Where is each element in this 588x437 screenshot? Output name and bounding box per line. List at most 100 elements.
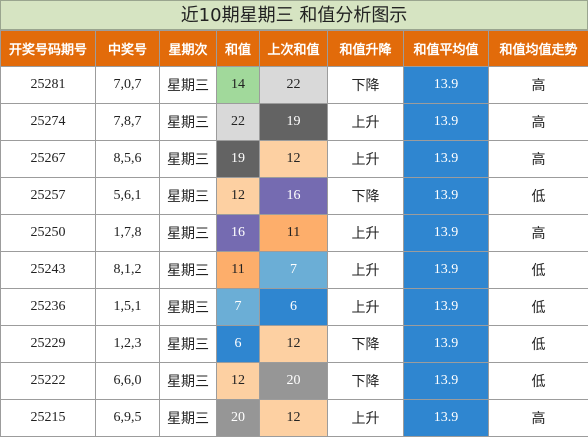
cell-winning-number: 8,5,6 xyxy=(96,141,160,178)
cell-previous-sum: 7 xyxy=(260,252,328,289)
cell-average-trend: 低 xyxy=(489,326,588,363)
cell-average-trend: 低 xyxy=(489,178,588,215)
cell-weekday: 星期三 xyxy=(160,326,217,363)
cell-sum-average: 13.9 xyxy=(404,141,489,178)
cell-sum-direction: 下降 xyxy=(328,363,404,400)
cell-winning-number: 7,0,7 xyxy=(96,67,160,104)
cell-draw-number: 25229 xyxy=(1,326,96,363)
cell-draw-number: 25243 xyxy=(1,252,96,289)
cell-weekday: 星期三 xyxy=(160,252,217,289)
header-weekday: 星期次 xyxy=(160,31,217,67)
cell-winning-number: 7,8,7 xyxy=(96,104,160,141)
cell-previous-sum: 12 xyxy=(260,326,328,363)
cell-sum: 7 xyxy=(217,289,260,326)
cell-average-trend: 高 xyxy=(489,67,588,104)
cell-average-trend: 低 xyxy=(489,363,588,400)
cell-sum-average: 13.9 xyxy=(404,252,489,289)
cell-sum: 16 xyxy=(217,215,260,252)
header-sum-direction: 和值升降 xyxy=(328,31,404,67)
cell-sum: 20 xyxy=(217,400,260,437)
header-row: 开奖号码期号 中奖号 星期次 和值 上次和值 和值升降 和值平均值 和值均值走势 xyxy=(1,31,588,67)
header-average-trend: 和值均值走势 xyxy=(489,31,588,67)
cell-winning-number: 1,2,3 xyxy=(96,326,160,363)
cell-winning-number: 1,5,1 xyxy=(96,289,160,326)
cell-draw-number: 25281 xyxy=(1,67,96,104)
cell-sum-direction: 上升 xyxy=(328,252,404,289)
cell-draw-number: 25215 xyxy=(1,400,96,437)
cell-sum-average: 13.9 xyxy=(404,400,489,437)
cell-sum: 6 xyxy=(217,326,260,363)
cell-sum: 12 xyxy=(217,178,260,215)
cell-winning-number: 1,7,8 xyxy=(96,215,160,252)
cell-average-trend: 低 xyxy=(489,289,588,326)
cell-sum: 19 xyxy=(217,141,260,178)
cell-sum-average: 13.9 xyxy=(404,215,489,252)
cell-sum-direction: 下降 xyxy=(328,326,404,363)
cell-weekday: 星期三 xyxy=(160,400,217,437)
cell-weekday: 星期三 xyxy=(160,178,217,215)
cell-previous-sum: 6 xyxy=(260,289,328,326)
cell-previous-sum: 16 xyxy=(260,178,328,215)
cell-sum-direction: 下降 xyxy=(328,67,404,104)
cell-weekday: 星期三 xyxy=(160,215,217,252)
cell-weekday: 星期三 xyxy=(160,67,217,104)
cell-average-trend: 高 xyxy=(489,141,588,178)
cell-previous-sum: 19 xyxy=(260,104,328,141)
cell-draw-number: 25267 xyxy=(1,141,96,178)
cell-weekday: 星期三 xyxy=(160,363,217,400)
cell-sum-average: 13.9 xyxy=(404,67,489,104)
cell-sum-average: 13.9 xyxy=(404,289,489,326)
header-sum: 和值 xyxy=(217,31,260,67)
header-winning-number: 中奖号 xyxy=(96,31,160,67)
cell-sum-average: 13.9 xyxy=(404,104,489,141)
cell-previous-sum: 22 xyxy=(260,67,328,104)
cell-draw-number: 25250 xyxy=(1,215,96,252)
cell-weekday: 星期三 xyxy=(160,289,217,326)
header-draw-number: 开奖号码期号 xyxy=(1,31,96,67)
cell-sum-direction: 上升 xyxy=(328,141,404,178)
cell-winning-number: 5,6,1 xyxy=(96,178,160,215)
cell-winning-number: 8,1,2 xyxy=(96,252,160,289)
cell-previous-sum: 20 xyxy=(260,363,328,400)
cell-average-trend: 高 xyxy=(489,400,588,437)
header-previous-sum: 上次和值 xyxy=(260,31,328,67)
cell-winning-number: 6,9,5 xyxy=(96,400,160,437)
sum-analysis-table: 开奖号码期号 中奖号 星期次 和值 上次和值 和值升降 和值平均值 和值均值走势… xyxy=(0,30,588,437)
cell-sum-direction: 上升 xyxy=(328,104,404,141)
cell-sum: 22 xyxy=(217,104,260,141)
cell-sum-average: 13.9 xyxy=(404,178,489,215)
cell-average-trend: 低 xyxy=(489,252,588,289)
page-title: 近10期星期三 和值分析图示 xyxy=(0,0,588,30)
cell-draw-number: 25222 xyxy=(1,363,96,400)
cell-sum: 12 xyxy=(217,363,260,400)
cell-previous-sum: 12 xyxy=(260,141,328,178)
cell-average-trend: 高 xyxy=(489,215,588,252)
cell-sum-direction: 上升 xyxy=(328,400,404,437)
header-sum-average: 和值平均值 xyxy=(404,31,489,67)
cell-average-trend: 高 xyxy=(489,104,588,141)
cell-draw-number: 25274 xyxy=(1,104,96,141)
cell-draw-number: 25236 xyxy=(1,289,96,326)
cell-previous-sum: 11 xyxy=(260,215,328,252)
cell-draw-number: 25257 xyxy=(1,178,96,215)
cell-weekday: 星期三 xyxy=(160,104,217,141)
cell-sum-direction: 上升 xyxy=(328,289,404,326)
cell-previous-sum: 12 xyxy=(260,400,328,437)
cell-winning-number: 6,6,0 xyxy=(96,363,160,400)
cell-sum-direction: 下降 xyxy=(328,178,404,215)
cell-sum-direction: 上升 xyxy=(328,215,404,252)
cell-weekday: 星期三 xyxy=(160,141,217,178)
cell-sum-average: 13.9 xyxy=(404,326,489,363)
cell-sum: 11 xyxy=(217,252,260,289)
